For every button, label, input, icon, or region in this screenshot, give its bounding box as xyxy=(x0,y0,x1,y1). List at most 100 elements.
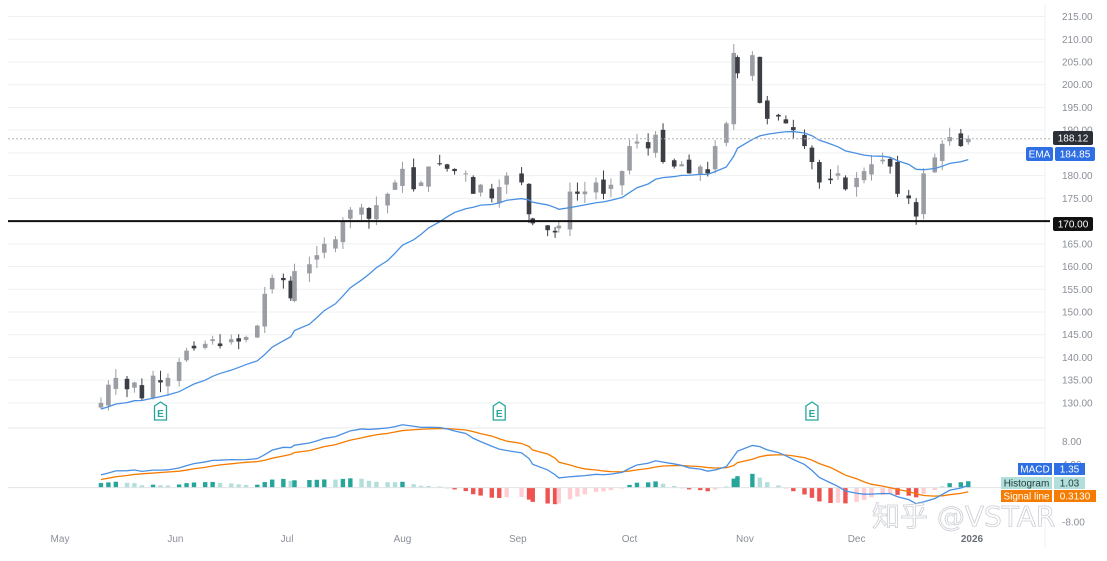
candle[interactable] xyxy=(861,167,867,184)
candle[interactable] xyxy=(348,207,353,229)
candle[interactable] xyxy=(735,55,740,79)
candle[interactable] xyxy=(645,133,651,156)
histogram-legend-tag[interactable]: Histogram 1.03 xyxy=(1001,477,1085,490)
candle[interactable] xyxy=(757,56,763,104)
candle[interactable] xyxy=(210,335,215,345)
signal-legend-tag[interactable]: Signal line 0.3130 xyxy=(1001,490,1096,503)
candle[interactable] xyxy=(750,51,755,81)
candle[interactable] xyxy=(895,155,900,198)
candle[interactable] xyxy=(113,369,119,395)
candle[interactable] xyxy=(281,273,286,289)
candle[interactable] xyxy=(843,175,848,191)
support-label[interactable]: 170.00 xyxy=(1053,217,1093,231)
candle[interactable] xyxy=(697,164,703,182)
candle[interactable] xyxy=(366,207,372,229)
candle[interactable] xyxy=(809,145,815,170)
candle[interactable] xyxy=(321,237,327,259)
candle[interactable] xyxy=(828,169,833,185)
candle[interactable] xyxy=(463,170,469,182)
candle[interactable] xyxy=(340,217,346,249)
candle[interactable] xyxy=(575,182,580,201)
candle[interactable] xyxy=(385,192,390,214)
ema-label[interactable]: EMA 184.85 xyxy=(1026,147,1095,161)
candle[interactable] xyxy=(158,370,163,393)
candle[interactable] xyxy=(880,152,885,165)
candle[interactable] xyxy=(965,135,971,145)
candle[interactable] xyxy=(489,183,495,203)
candle[interactable] xyxy=(519,167,524,186)
candle[interactable] xyxy=(392,179,398,191)
candle[interactable] xyxy=(724,121,729,147)
candle[interactable] xyxy=(619,170,625,196)
candle[interactable] xyxy=(292,263,297,303)
candle[interactable] xyxy=(191,341,197,351)
candle[interactable] xyxy=(731,43,737,130)
candle[interactable] xyxy=(217,334,223,349)
candle[interactable] xyxy=(236,334,241,350)
candle[interactable] xyxy=(653,131,658,158)
candle[interactable] xyxy=(552,227,558,238)
earnings-marker[interactable]: E xyxy=(153,401,168,421)
candle[interactable] xyxy=(98,397,104,409)
candle[interactable] xyxy=(307,256,312,282)
earnings-marker[interactable]: E xyxy=(492,401,506,421)
candle[interactable] xyxy=(869,155,874,181)
candle[interactable] xyxy=(359,203,364,221)
candle[interactable] xyxy=(243,335,249,343)
candle[interactable] xyxy=(854,172,859,197)
candle[interactable] xyxy=(176,357,182,387)
candle[interactable] xyxy=(764,95,770,125)
candle[interactable] xyxy=(634,133,640,149)
candle[interactable] xyxy=(582,181,588,204)
candle[interactable] xyxy=(921,168,926,220)
candle[interactable] xyxy=(184,347,189,362)
candle[interactable] xyxy=(411,158,416,192)
candle[interactable] xyxy=(150,370,156,400)
candle[interactable] xyxy=(712,140,718,174)
candle[interactable] xyxy=(228,334,234,345)
candle[interactable] xyxy=(887,157,893,174)
candle[interactable] xyxy=(817,159,822,189)
candle[interactable] xyxy=(400,161,405,193)
candle[interactable] xyxy=(567,182,573,237)
candle[interactable] xyxy=(679,161,684,167)
candle[interactable] xyxy=(269,274,275,294)
candle[interactable] xyxy=(124,375,130,398)
candle[interactable] xyxy=(556,220,562,233)
candle[interactable] xyxy=(426,166,431,193)
candle[interactable] xyxy=(314,245,320,269)
candle[interactable] xyxy=(254,324,260,338)
candle[interactable] xyxy=(288,276,294,302)
candle[interactable] xyxy=(593,177,599,200)
candle[interactable] xyxy=(686,154,692,174)
candle[interactable] xyxy=(418,180,424,187)
candle[interactable] xyxy=(106,380,111,411)
candle[interactable] xyxy=(660,123,666,164)
candle[interactable] xyxy=(545,225,550,237)
candle[interactable] xyxy=(452,168,457,175)
candle[interactable] xyxy=(444,163,450,172)
candle[interactable] xyxy=(526,183,532,224)
candle[interactable] xyxy=(608,178,614,198)
last-price-label[interactable]: 188.12 xyxy=(1053,131,1093,145)
macd-legend-tag[interactable]: MACD 1.35 xyxy=(1018,463,1085,476)
candle[interactable] xyxy=(262,287,268,333)
candle[interactable] xyxy=(202,340,208,350)
candle[interactable] xyxy=(835,165,841,180)
candle[interactable] xyxy=(139,378,145,400)
candle[interactable] xyxy=(601,170,606,200)
candle[interactable] xyxy=(504,172,509,194)
candle[interactable] xyxy=(791,119,796,139)
candle[interactable] xyxy=(470,175,476,194)
candle[interactable] xyxy=(776,113,781,121)
earnings-marker[interactable]: E xyxy=(805,401,819,421)
candle[interactable] xyxy=(627,139,632,175)
candle[interactable] xyxy=(783,115,789,124)
candle[interactable] xyxy=(478,183,483,197)
candle[interactable] xyxy=(958,128,964,147)
candle[interactable] xyxy=(132,381,137,393)
candle[interactable] xyxy=(932,153,938,174)
candle[interactable] xyxy=(165,373,171,396)
candle[interactable] xyxy=(437,154,442,166)
candle[interactable] xyxy=(906,189,912,205)
